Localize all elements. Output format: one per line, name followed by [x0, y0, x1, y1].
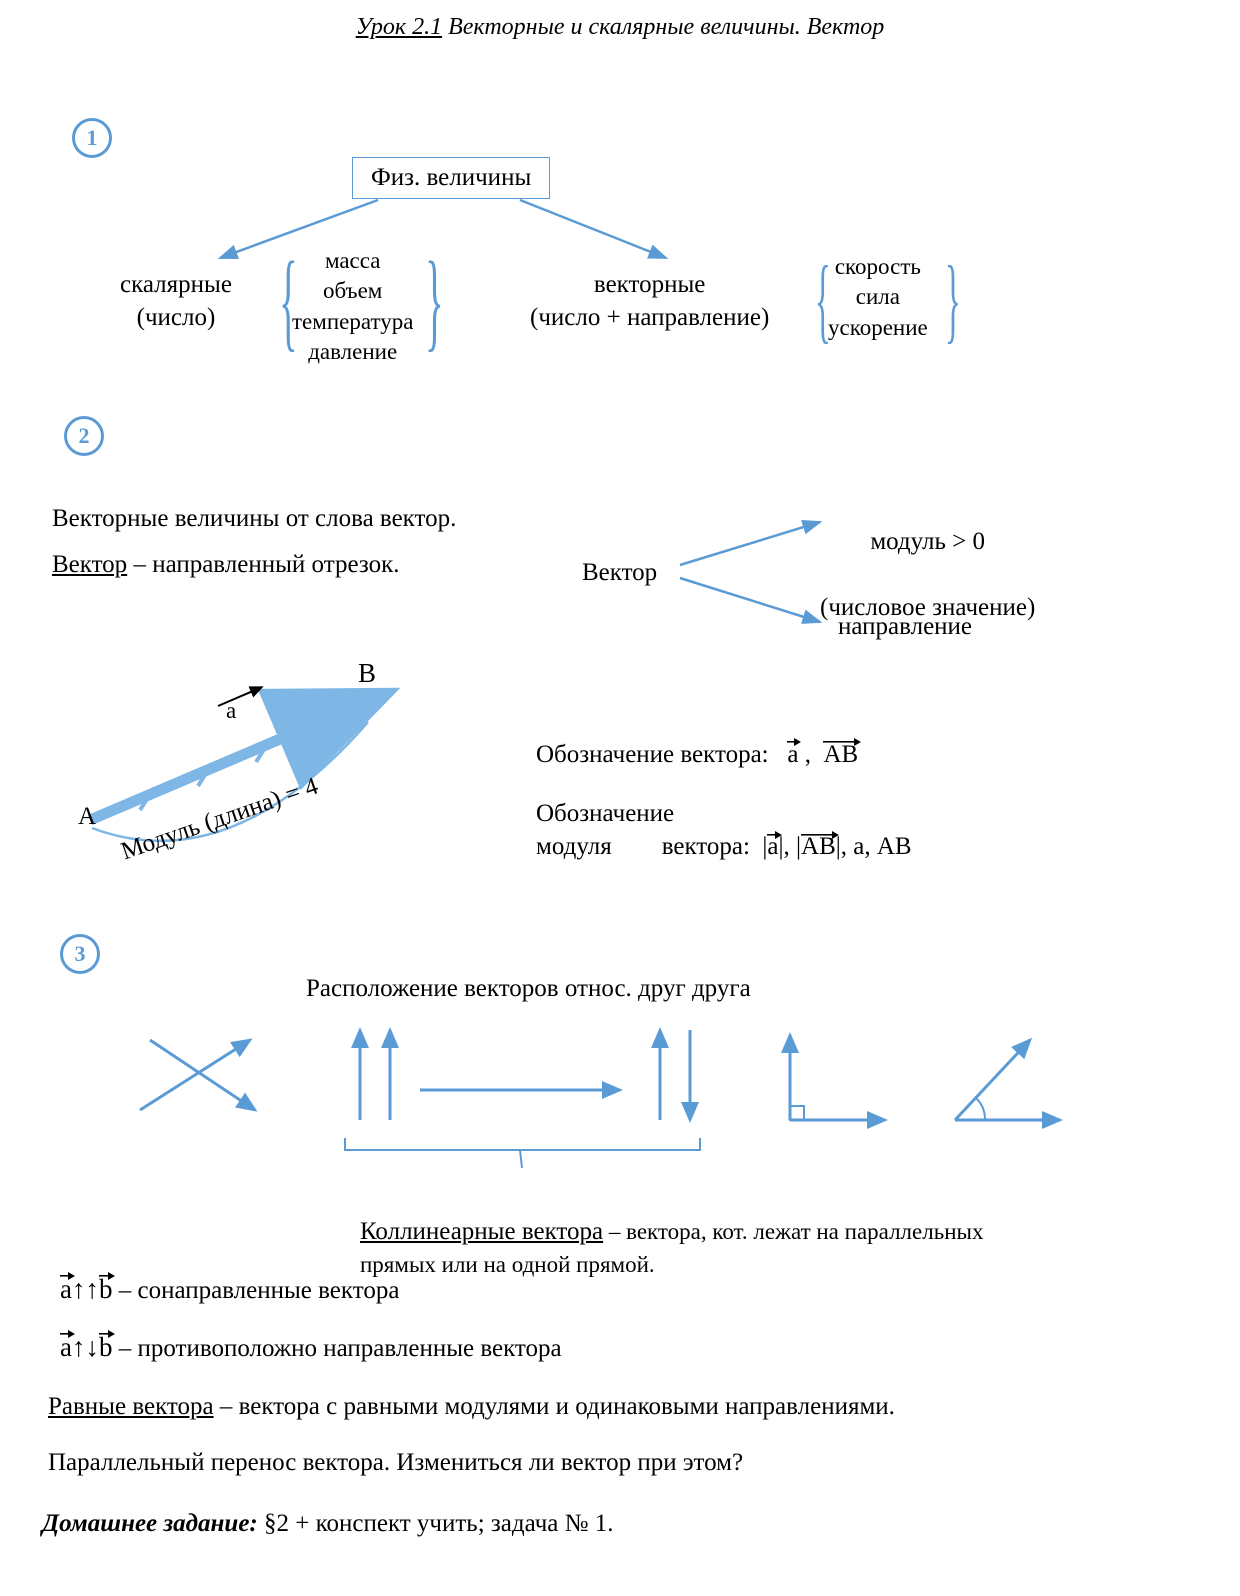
modulus-notation: Обозначение модуля вектора: |a|, |AB|, a… — [536, 798, 912, 863]
sec2-line2: Вектор – направленный отрезок. — [52, 548, 399, 581]
diag-A: A — [78, 800, 96, 833]
vec-AB: AB — [823, 738, 858, 771]
collinear-u: Коллинеарные вектора — [360, 1218, 603, 1245]
sec2-line2-u: Вектор — [52, 551, 127, 578]
oppositedir-line: a↑↓b – противоположно направленные векто… — [60, 1330, 562, 1366]
homework-line: Домашнее задание: §2 + конспект учить; з… — [42, 1510, 613, 1538]
brace-vector-right: } — [945, 252, 961, 347]
vector-examples: скорость сила ускорение — [828, 252, 928, 343]
vec-notation-label: Обозначение вектора: a , AB — [536, 738, 858, 771]
sec2-branch-top: модуль > 0 (числовое значение) — [820, 492, 1035, 624]
brace-scalar-right: } — [425, 245, 443, 355]
section-badge-3: 3 — [60, 934, 100, 974]
diag-caption: Модуль (длина) = 4 — [117, 770, 323, 868]
homework-bold: Домашнее задание: — [42, 1510, 258, 1537]
sec2-branch-root: Вектор — [582, 556, 657, 589]
lesson-title: Урок 2.1 Векторные и скалярные величины.… — [0, 14, 1240, 41]
sec2-line2-rest: – направленный отрезок. — [127, 551, 399, 578]
scalar-label: скалярные (число) — [120, 268, 232, 334]
section-badge-1: 1 — [72, 118, 112, 158]
scalar-examples: масса объем температура давление — [292, 246, 413, 367]
sec2-branch-bot: направление — [838, 610, 972, 643]
codirectional-line: a↑↑b – сонаправленные вектора — [60, 1272, 399, 1308]
mod-vec-AB: AB — [801, 831, 836, 864]
section-badge-2: 2 — [64, 416, 104, 456]
sec2-branch-top1: модуль > 0 — [870, 528, 985, 555]
mod-vec-a: a — [767, 831, 778, 864]
diag-B: B — [358, 656, 376, 692]
equal-vectors-def: Равные вектора – вектора с равными модул… — [48, 1390, 895, 1423]
lesson-title-underlined: Урок 2.1 — [356, 14, 442, 40]
diag-a: a — [226, 696, 236, 726]
collinear-def: Коллинеарные вектора – вектора, кот. леж… — [360, 1182, 983, 1281]
root-box-phys-quantities: Физ. величины — [352, 157, 550, 199]
parallel-transfer-q: Параллельный перенос вектора. Измениться… — [48, 1446, 743, 1479]
lesson-title-rest: Векторные и скалярные величины. Вектор — [442, 14, 884, 40]
section1-arrows — [0, 0, 1240, 520]
sec2-branch-arrows — [0, 0, 1240, 700]
vec-a: a — [787, 738, 798, 771]
sec3-heading: Расположение векторов относ. друг друга — [306, 972, 751, 1005]
vector-label: векторные (число + направление) — [530, 268, 769, 334]
homework-rest: §2 + конспект учить; задача № 1. — [258, 1510, 614, 1537]
sec2-line1: Векторные величины от слова вектор. — [52, 502, 456, 535]
